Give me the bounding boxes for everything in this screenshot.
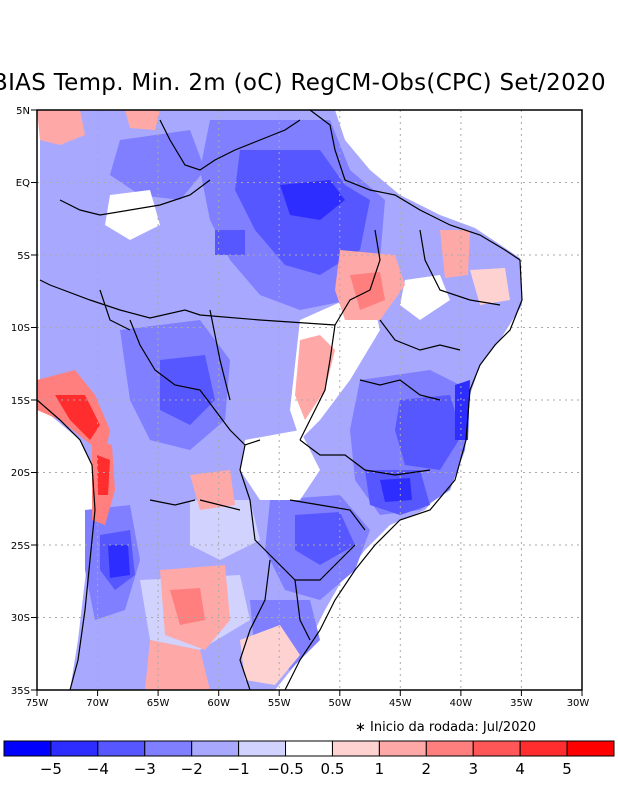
colorbar-swatch bbox=[566, 740, 615, 757]
colorbar-swatch bbox=[331, 740, 380, 757]
colorbar-label: 4 bbox=[515, 760, 525, 778]
colorbar-label: −3 bbox=[134, 760, 156, 778]
colorbar-swatch bbox=[3, 740, 52, 757]
colorbar-label: 5 bbox=[562, 760, 572, 778]
colorbar-swatch bbox=[191, 740, 240, 757]
lat-label: 10S bbox=[11, 323, 30, 334]
lon-label: 40W bbox=[450, 698, 473, 709]
lon-label: 35W bbox=[510, 698, 533, 709]
colorbar-swatch bbox=[144, 740, 193, 757]
temperature-bias-field bbox=[37, 110, 582, 690]
colorbar-label: −5 bbox=[40, 760, 62, 778]
colorbar-label: −1 bbox=[228, 760, 250, 778]
lon-label: 30W bbox=[567, 698, 590, 709]
map-title: BIAS Temp. Min. 2m (oC) RegCM-Obs(CPC) S… bbox=[0, 70, 606, 96]
lat-label: 25S bbox=[11, 541, 30, 552]
lat-label: 35S bbox=[11, 686, 30, 697]
colorbar-label: 3 bbox=[468, 760, 478, 778]
lon-label: 75W bbox=[26, 698, 49, 709]
lat-label: 15S bbox=[11, 396, 30, 407]
colorbar-swatch bbox=[285, 740, 333, 757]
colorbar: −5 −4 −3 −2 −1 −0.5 0.5 1 2 3 4 5 bbox=[3, 740, 615, 778]
lat-label: 20S bbox=[11, 468, 30, 479]
lat-label: 5S bbox=[17, 251, 30, 262]
lat-label: 5N bbox=[16, 106, 30, 117]
colorbar-label: −0.5 bbox=[267, 760, 303, 778]
colorbar-swatch bbox=[238, 740, 287, 757]
lat-lon-grid bbox=[37, 110, 582, 690]
lon-label: 70W bbox=[86, 698, 109, 709]
lat-label: 30S bbox=[11, 613, 30, 624]
colorbar-swatch bbox=[519, 740, 568, 757]
colorbar-swatch bbox=[97, 740, 146, 757]
lon-label: 65W bbox=[147, 698, 170, 709]
political-borders bbox=[37, 110, 523, 690]
lon-label: 55W bbox=[268, 698, 291, 709]
colorbar-label: 0.5 bbox=[321, 760, 345, 778]
colorbar-label: −2 bbox=[181, 760, 203, 778]
colorbar-swatch bbox=[472, 740, 521, 757]
colorbar-swatch bbox=[425, 740, 474, 757]
colorbar-swatch bbox=[378, 740, 427, 757]
bias-map: 5N EQ 5S 10S 15S 20S 25S 30S 35S 75W 70W… bbox=[11, 106, 590, 709]
lon-label: 60W bbox=[207, 698, 230, 709]
colorbar-label: −4 bbox=[87, 760, 109, 778]
lon-label: 50W bbox=[328, 698, 351, 709]
colorbar-label: 1 bbox=[375, 760, 385, 778]
colorbar-label: 2 bbox=[422, 760, 432, 778]
lat-label: EQ bbox=[16, 178, 30, 189]
colorbar-swatch bbox=[50, 740, 99, 757]
lon-label: 45W bbox=[389, 698, 412, 709]
run-start-note: ∗ Inicio da rodada: Jul/2020 bbox=[355, 720, 537, 735]
